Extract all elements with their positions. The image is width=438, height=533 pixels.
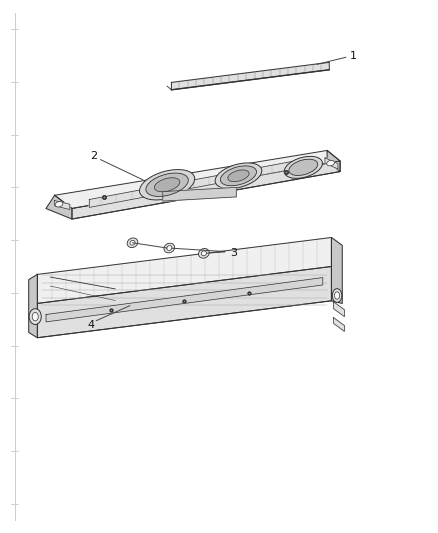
Polygon shape: [332, 238, 342, 303]
Polygon shape: [334, 302, 344, 317]
Ellipse shape: [140, 169, 195, 200]
Polygon shape: [37, 266, 332, 338]
Polygon shape: [46, 195, 72, 219]
Ellipse shape: [201, 251, 206, 256]
Ellipse shape: [220, 166, 257, 185]
Ellipse shape: [55, 201, 63, 207]
Polygon shape: [29, 274, 37, 338]
Polygon shape: [37, 238, 332, 303]
Text: 1: 1: [350, 51, 357, 61]
Polygon shape: [72, 161, 340, 219]
Polygon shape: [55, 150, 340, 208]
Ellipse shape: [327, 160, 335, 166]
Ellipse shape: [228, 170, 249, 182]
Polygon shape: [327, 150, 340, 172]
Ellipse shape: [198, 248, 209, 258]
Polygon shape: [334, 318, 344, 332]
Ellipse shape: [215, 163, 262, 189]
Ellipse shape: [289, 159, 318, 175]
Ellipse shape: [146, 173, 188, 197]
Polygon shape: [163, 188, 236, 201]
Ellipse shape: [335, 292, 339, 299]
Ellipse shape: [167, 246, 172, 251]
Ellipse shape: [29, 309, 41, 325]
Ellipse shape: [32, 312, 38, 321]
Text: 3: 3: [231, 248, 238, 258]
Polygon shape: [171, 62, 329, 90]
Ellipse shape: [127, 238, 138, 248]
Ellipse shape: [154, 177, 180, 192]
Ellipse shape: [284, 156, 322, 179]
Polygon shape: [55, 200, 70, 209]
Ellipse shape: [130, 240, 135, 245]
Text: 4: 4: [88, 319, 95, 329]
Polygon shape: [46, 278, 323, 322]
Ellipse shape: [332, 289, 342, 302]
Polygon shape: [89, 157, 314, 207]
Polygon shape: [325, 158, 338, 169]
Ellipse shape: [164, 243, 175, 253]
Text: 2: 2: [90, 151, 97, 161]
